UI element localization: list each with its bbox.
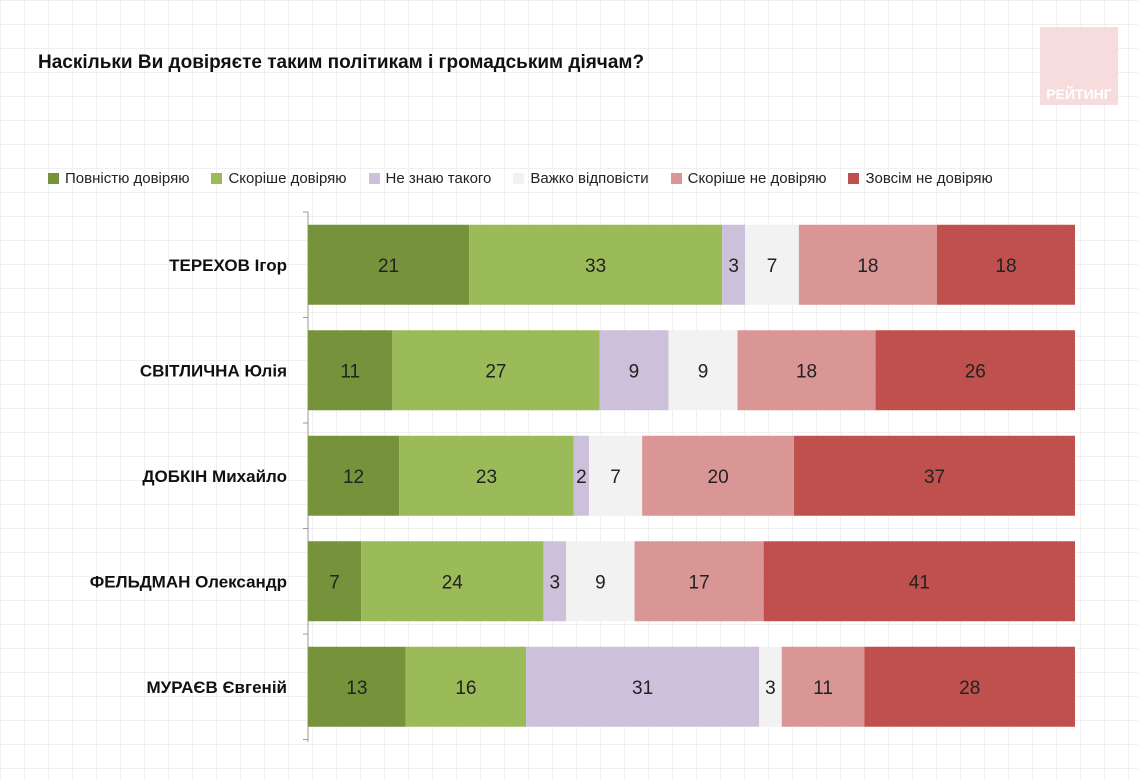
bar-segment [566,541,635,622]
bar-segment [308,435,400,516]
legend-swatch [670,173,682,184]
category-label: МУРАЄВ Євгеній [147,678,287,697]
data-label: 37 [924,467,945,488]
data-label: 18 [796,361,817,382]
data-label: 9 [629,361,640,382]
data-label: 7 [767,256,778,277]
data-label: 12 [343,467,364,488]
bar-segment [308,646,406,727]
bar-segment [308,224,470,305]
legend-swatch [48,173,59,184]
bar-segment [668,330,738,411]
bar-segment [599,330,669,411]
data-label: 27 [485,361,506,382]
data-label: 7 [329,572,340,593]
legend-item: Важко відповісти [513,170,649,187]
legend-item: Скоріше довіряю [211,170,347,187]
data-label: 20 [708,467,729,488]
data-label: 21 [378,256,399,277]
category-label: ДОБКІН Михайло [142,467,287,486]
data-label: 24 [442,572,464,593]
rating-logo: РЕЙТИНГ [1040,27,1118,105]
data-label: 3 [765,678,776,699]
bar-segment [864,646,1075,727]
bar-segment [781,646,865,727]
legend-item: Зовсім не довіряю [848,170,993,187]
legend-swatch [513,173,525,184]
legend-item: Повністю довіряю [48,170,189,187]
data-label: 23 [476,467,497,488]
data-label: 16 [455,678,476,699]
legend-item: Скоріше не довіряю [670,170,827,187]
legend-swatch [848,173,860,184]
data-label: 3 [550,572,561,593]
data-label: 3 [728,256,739,277]
bar-segment [737,330,876,411]
legend-swatch [211,173,223,184]
bar-segment [745,224,799,305]
bar-segment [526,646,760,727]
chart-title: Наскільки Ви довіряєте таким політикам і… [38,52,645,73]
bar-segment [798,224,937,305]
category-label: СВІТЛИЧНА Юлія [140,361,287,380]
bar-segment [759,646,782,727]
category-label: ТЕРЕХОВ Ігор [169,256,287,275]
data-label: 18 [857,256,878,277]
bar-segment [308,541,362,622]
bar-segment [642,435,795,516]
bar-segment [361,541,544,622]
data-label: 31 [632,678,653,699]
legend-label: Повністю довіряю [65,170,190,187]
legend: Повністю довіряю Скоріше довіряю Не знаю т… [48,170,1015,187]
data-label: 13 [346,678,367,699]
legend-label: Скоріше довіряю [228,170,347,187]
bar-segment [763,541,1075,622]
bar-segment [308,330,393,411]
bar-segment [722,224,746,305]
data-label: 7 [610,467,621,488]
bar-segment [543,541,567,622]
legend-item: Не знаю такого [368,170,492,187]
data-label: 33 [585,256,606,277]
data-label: 11 [813,678,833,699]
data-label: 11 [340,361,360,382]
legend-label: Зовсім не довіряю [865,170,993,187]
data-label: 9 [595,572,606,593]
bar-segment [392,330,600,411]
legend-swatch [368,173,380,184]
bar-segment [875,330,1075,411]
bar-segment [573,435,589,516]
data-label: 26 [965,361,986,382]
legend-label: Не знаю такого [385,170,492,187]
data-label: 2 [576,467,587,488]
data-label: 18 [995,256,1016,277]
category-label: ФЕЛЬДМАН Олександр [90,572,287,591]
data-label: 17 [689,572,710,593]
logo-text: РЕЙТИНГ [1046,86,1112,102]
bar-segment [634,541,764,622]
data-label: 28 [959,678,980,699]
bar-segment [588,435,643,516]
data-label: 41 [909,572,930,593]
bar-segment [399,435,574,516]
bar-segment [936,224,1075,305]
legend-label: Важко відповісти [530,170,649,187]
data-label: 9 [698,361,709,382]
bar-segment [469,224,723,305]
bar-segment [794,435,1075,516]
legend-label: Скоріше не довіряю [687,170,827,187]
bar-segment [405,646,527,727]
